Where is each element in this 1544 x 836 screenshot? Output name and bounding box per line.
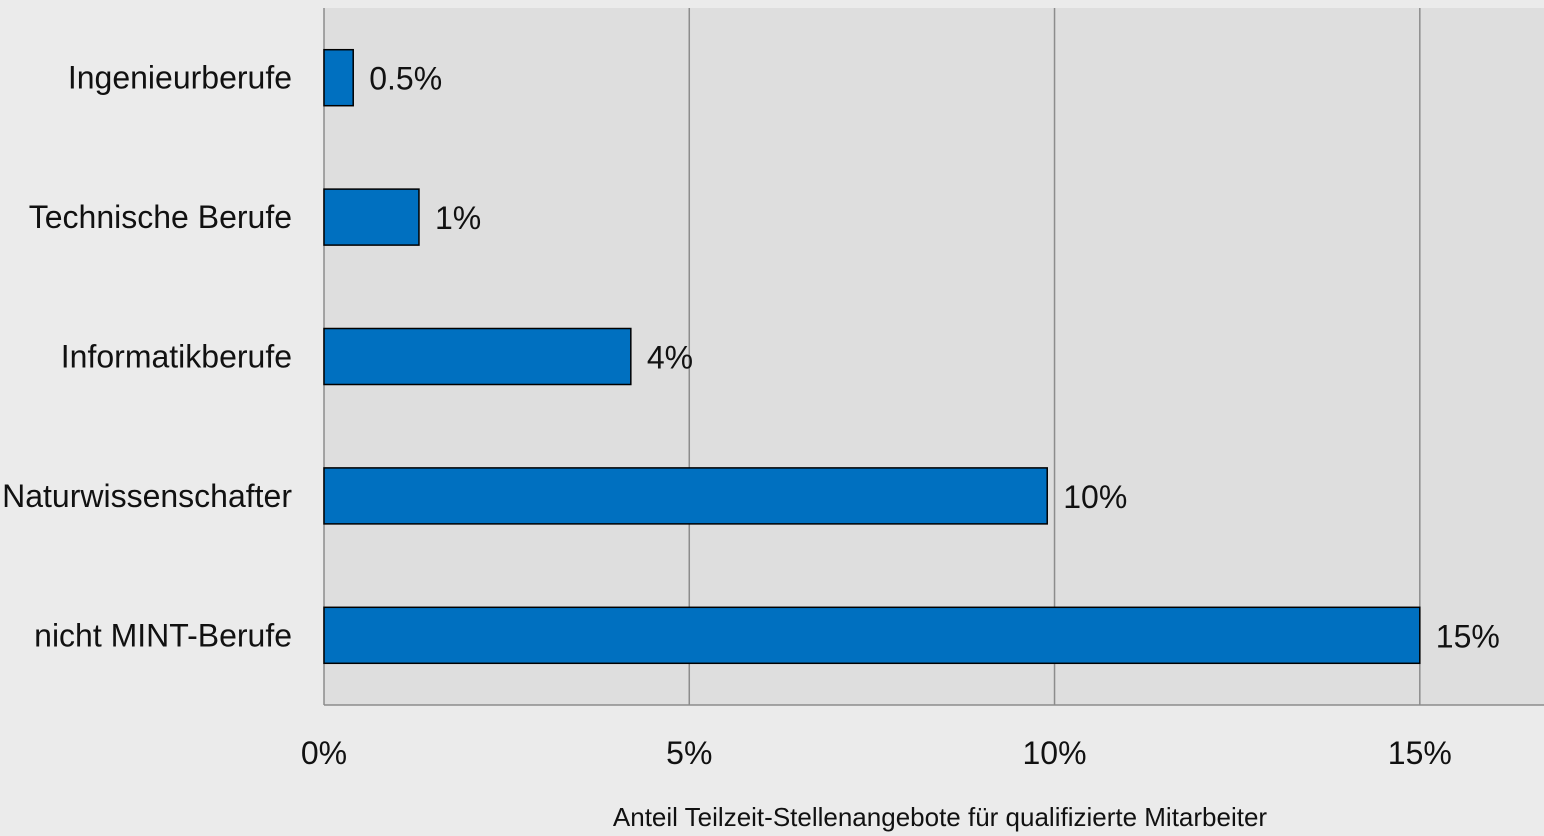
data-label: 1% xyxy=(435,200,481,236)
bar xyxy=(323,327,632,386)
x-axis-title: Anteil Teilzeit-Stellenangebote für qual… xyxy=(613,802,1268,832)
category-labels: Ingenieurberufe Technische Berufe Informat… xyxy=(2,60,292,654)
bar xyxy=(323,467,1048,525)
x-tick-label: 15% xyxy=(1388,735,1452,771)
category-label: Naturwissenschafter xyxy=(2,478,292,514)
bar xyxy=(323,188,420,246)
category-label: nicht MINT-Berufe xyxy=(34,617,292,653)
gridlines xyxy=(323,8,1544,706)
category-label: Ingenieurberufe xyxy=(68,60,292,96)
data-label: 0.5% xyxy=(369,61,442,97)
x-tick-labels: 0% 5% 10% 15% xyxy=(301,735,1452,771)
x-tick-label: 0% xyxy=(301,735,347,771)
bar xyxy=(323,606,1421,665)
data-label: 4% xyxy=(647,340,693,376)
data-label: 10% xyxy=(1063,479,1127,515)
bars xyxy=(323,48,1421,665)
data-label: 15% xyxy=(1436,618,1500,654)
x-tick-label: 5% xyxy=(666,735,712,771)
bar xyxy=(323,48,354,107)
category-label: Technische Berufe xyxy=(29,199,292,235)
category-label: Informatikberufe xyxy=(61,339,292,375)
value-labels: 0.5% 1% 4% 10% 15% xyxy=(369,61,1500,655)
x-tick-label: 10% xyxy=(1023,735,1087,771)
